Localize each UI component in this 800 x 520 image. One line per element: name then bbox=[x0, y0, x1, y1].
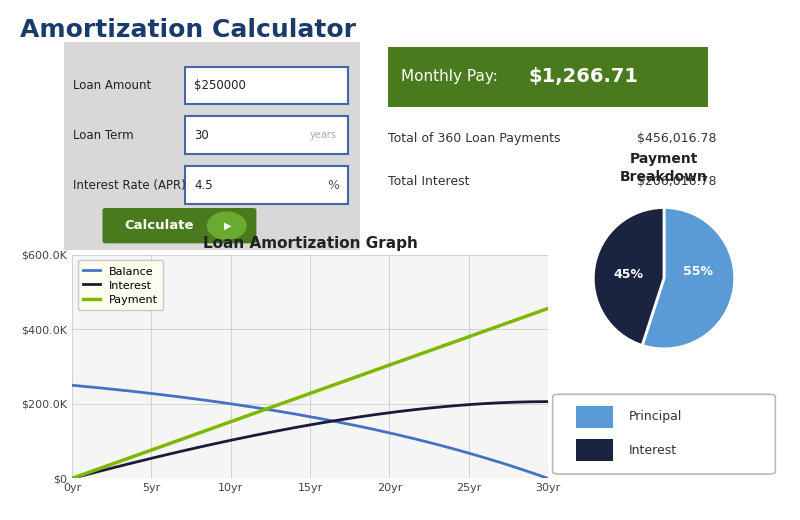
Text: Principal: Principal bbox=[630, 410, 682, 423]
Title: Payment
Breakdown: Payment Breakdown bbox=[620, 152, 708, 185]
Payment bbox=[543, 305, 553, 311]
Balance bbox=[81, 383, 90, 389]
FancyBboxPatch shape bbox=[102, 208, 256, 243]
FancyBboxPatch shape bbox=[186, 116, 348, 154]
Interest bbox=[156, 453, 166, 459]
Balance bbox=[354, 423, 364, 430]
FancyBboxPatch shape bbox=[388, 47, 708, 107]
Balance bbox=[156, 392, 166, 398]
Text: Total of 360 Loan Payments: Total of 360 Loan Payments bbox=[388, 132, 561, 145]
Line: Balance: Balance bbox=[72, 385, 548, 478]
Text: Loan Amount: Loan Amount bbox=[73, 79, 151, 92]
Interest bbox=[365, 412, 374, 419]
Balance bbox=[338, 420, 348, 426]
Balance bbox=[67, 382, 77, 388]
Text: 55%: 55% bbox=[683, 265, 713, 278]
Interest bbox=[67, 475, 77, 482]
Balance bbox=[485, 456, 494, 462]
Legend: Balance, Interest, Payment: Balance, Interest, Payment bbox=[78, 261, 163, 310]
Text: 4.5: 4.5 bbox=[194, 178, 213, 191]
Interest bbox=[485, 400, 494, 407]
Payment bbox=[365, 369, 374, 375]
Payment bbox=[354, 373, 364, 379]
Balance bbox=[365, 425, 374, 432]
Payment bbox=[156, 444, 166, 450]
Text: Interest: Interest bbox=[630, 444, 678, 457]
Payment bbox=[338, 379, 348, 385]
Interest bbox=[354, 414, 364, 420]
Text: Monthly Pay:: Monthly Pay: bbox=[401, 69, 507, 84]
Text: ▶: ▶ bbox=[224, 220, 231, 231]
Text: $206,016.78: $206,016.78 bbox=[637, 175, 716, 188]
Text: 30: 30 bbox=[194, 128, 209, 141]
Text: Interest Rate (APR): Interest Rate (APR) bbox=[73, 178, 186, 191]
Interest bbox=[81, 472, 90, 478]
Circle shape bbox=[207, 212, 246, 239]
Payment bbox=[81, 471, 90, 477]
Text: Total Interest: Total Interest bbox=[388, 175, 470, 188]
Line: Payment: Payment bbox=[72, 308, 548, 478]
Text: $456,016.78: $456,016.78 bbox=[637, 132, 716, 145]
Payment bbox=[485, 326, 494, 332]
FancyBboxPatch shape bbox=[553, 394, 775, 474]
Text: $1,266.71: $1,266.71 bbox=[529, 67, 638, 86]
Wedge shape bbox=[594, 207, 664, 345]
Text: Amortization Calculator: Amortization Calculator bbox=[20, 18, 356, 42]
Text: %: % bbox=[327, 178, 339, 191]
Text: Calculate: Calculate bbox=[124, 219, 194, 232]
Text: Loan Term: Loan Term bbox=[73, 128, 134, 141]
Line: Interest: Interest bbox=[72, 401, 548, 478]
FancyBboxPatch shape bbox=[576, 439, 613, 461]
Text: years: years bbox=[310, 130, 336, 140]
Wedge shape bbox=[642, 207, 734, 349]
Text: $250000: $250000 bbox=[194, 79, 246, 92]
FancyBboxPatch shape bbox=[576, 406, 613, 427]
Interest bbox=[543, 398, 553, 405]
Balance bbox=[543, 475, 553, 482]
Title: Loan Amortization Graph: Loan Amortization Graph bbox=[202, 236, 418, 251]
Text: 45%: 45% bbox=[614, 268, 644, 281]
FancyBboxPatch shape bbox=[186, 166, 348, 204]
Interest bbox=[338, 417, 348, 423]
Payment bbox=[67, 475, 77, 482]
FancyBboxPatch shape bbox=[58, 37, 366, 254]
FancyBboxPatch shape bbox=[186, 67, 348, 104]
